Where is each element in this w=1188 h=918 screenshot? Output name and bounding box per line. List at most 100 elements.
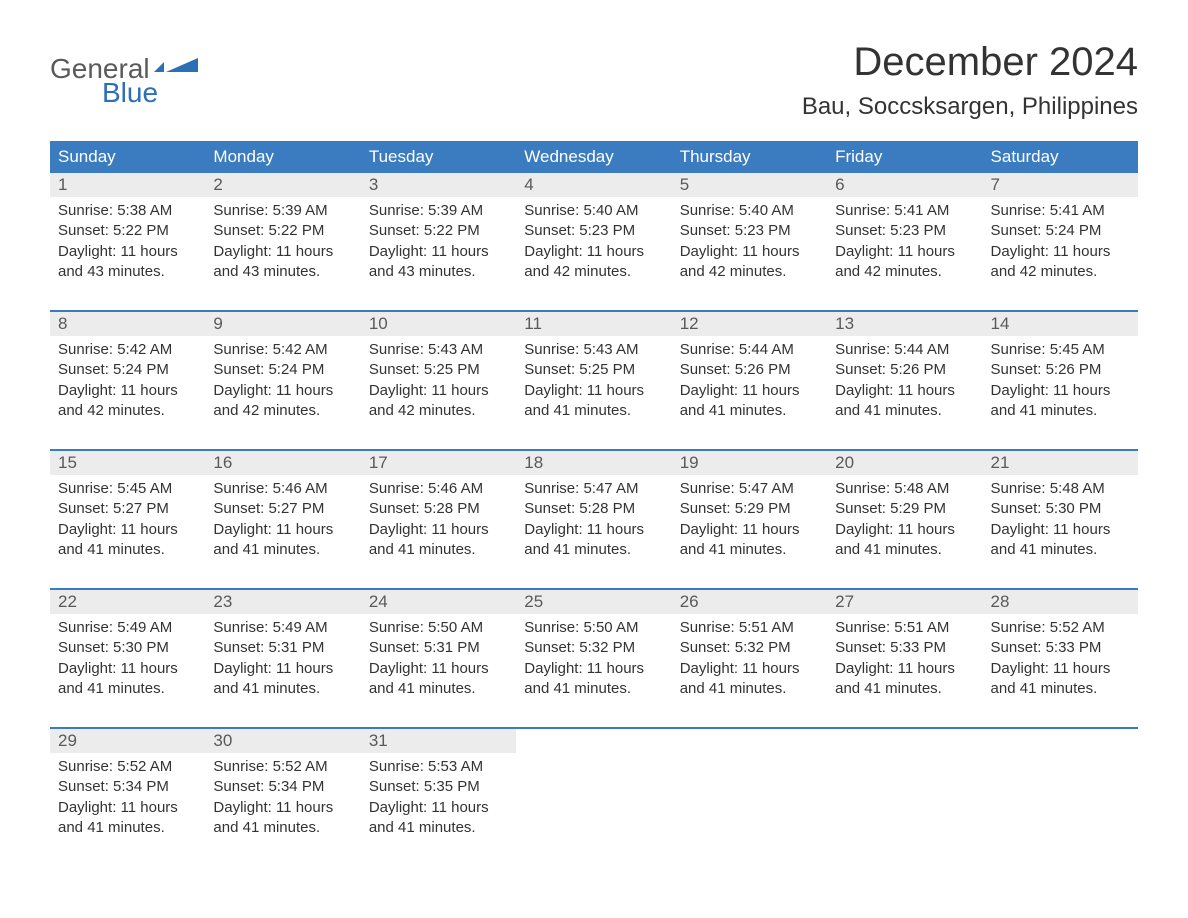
day-dl1: Daylight: 11 hours [369,381,508,401]
day-number-row: 891011121314 [50,311,1138,336]
day-content-cell: Sunrise: 5:46 AMSunset: 5:28 PMDaylight:… [361,475,516,589]
day-content-cell: Sunrise: 5:51 AMSunset: 5:33 PMDaylight:… [827,614,982,728]
day-sunrise: Sunrise: 5:40 AM [524,201,663,221]
day-sunset: Sunset: 5:31 PM [213,638,352,658]
day-sunset: Sunset: 5:22 PM [58,221,197,241]
day-content-cell: Sunrise: 5:42 AMSunset: 5:24 PMDaylight:… [50,336,205,450]
day-number-cell: 26 [672,589,827,614]
day-number-cell [672,728,827,753]
day-dl2: and 41 minutes. [835,401,974,421]
day-dl2: and 42 minutes. [58,401,197,421]
day-sunset: Sunset: 5:27 PM [213,499,352,519]
day-content-row: Sunrise: 5:49 AMSunset: 5:30 PMDaylight:… [50,614,1138,728]
day-sunrise: Sunrise: 5:40 AM [680,201,819,221]
day-content-cell [827,753,982,866]
day-sunset: Sunset: 5:25 PM [524,360,663,380]
day-dl2: and 42 minutes. [835,262,974,282]
day-dl2: and 41 minutes. [58,540,197,560]
day-dl1: Daylight: 11 hours [835,659,974,679]
day-sunset: Sunset: 5:29 PM [835,499,974,519]
logo: General Blue [50,55,198,107]
day-content-cell: Sunrise: 5:41 AMSunset: 5:23 PMDaylight:… [827,197,982,311]
day-dl2: and 41 minutes. [213,818,352,838]
day-dl1: Daylight: 11 hours [524,242,663,262]
day-dl1: Daylight: 11 hours [58,381,197,401]
day-dl2: and 41 minutes. [524,679,663,699]
day-number-cell: 11 [516,311,671,336]
day-sunset: Sunset: 5:35 PM [369,777,508,797]
day-dl1: Daylight: 11 hours [213,659,352,679]
day-content-cell: Sunrise: 5:49 AMSunset: 5:31 PMDaylight:… [205,614,360,728]
day-header-row: Sunday Monday Tuesday Wednesday Thursday… [50,141,1138,173]
day-number-cell: 17 [361,450,516,475]
logo-text-blue: Blue [102,79,198,107]
day-number: 5 [680,175,689,194]
day-content-cell: Sunrise: 5:43 AMSunset: 5:25 PMDaylight:… [361,336,516,450]
day-content-cell: Sunrise: 5:49 AMSunset: 5:30 PMDaylight:… [50,614,205,728]
day-content-row: Sunrise: 5:38 AMSunset: 5:22 PMDaylight:… [50,197,1138,311]
calendar-table: Sunday Monday Tuesday Wednesday Thursday… [50,141,1138,866]
day-dl1: Daylight: 11 hours [991,242,1130,262]
day-number-row: 293031 [50,728,1138,753]
day-dl2: and 41 minutes. [213,540,352,560]
day-dl2: and 41 minutes. [991,401,1130,421]
day-content-cell [516,753,671,866]
day-content-cell: Sunrise: 5:45 AMSunset: 5:26 PMDaylight:… [983,336,1138,450]
day-number: 11 [524,314,542,333]
day-sunset: Sunset: 5:25 PM [369,360,508,380]
day-content-cell: Sunrise: 5:52 AMSunset: 5:34 PMDaylight:… [205,753,360,866]
day-dl1: Daylight: 11 hours [991,381,1130,401]
day-dl2: and 42 minutes. [524,262,663,282]
day-number: 15 [58,453,77,472]
day-dl1: Daylight: 11 hours [524,659,663,679]
day-number-row: 1234567 [50,173,1138,197]
day-content-cell: Sunrise: 5:41 AMSunset: 5:24 PMDaylight:… [983,197,1138,311]
day-dl1: Daylight: 11 hours [835,381,974,401]
day-header: Wednesday [516,141,671,173]
day-content-cell: Sunrise: 5:46 AMSunset: 5:27 PMDaylight:… [205,475,360,589]
day-number-cell: 27 [827,589,982,614]
day-number: 2 [213,175,222,194]
day-number-cell: 22 [50,589,205,614]
day-number-cell: 14 [983,311,1138,336]
day-number-cell: 4 [516,173,671,197]
day-content-cell: Sunrise: 5:42 AMSunset: 5:24 PMDaylight:… [205,336,360,450]
day-number: 30 [213,731,232,750]
day-dl1: Daylight: 11 hours [680,381,819,401]
day-dl2: and 41 minutes. [58,679,197,699]
day-number: 14 [991,314,1010,333]
day-content-row: Sunrise: 5:52 AMSunset: 5:34 PMDaylight:… [50,753,1138,866]
day-number: 10 [369,314,388,333]
day-number-cell: 16 [205,450,360,475]
day-dl2: and 43 minutes. [58,262,197,282]
day-header: Monday [205,141,360,173]
day-sunrise: Sunrise: 5:41 AM [991,201,1130,221]
day-number: 9 [213,314,222,333]
day-sunset: Sunset: 5:33 PM [835,638,974,658]
day-sunset: Sunset: 5:26 PM [991,360,1130,380]
day-sunset: Sunset: 5:26 PM [835,360,974,380]
day-number-cell: 25 [516,589,671,614]
day-sunset: Sunset: 5:34 PM [213,777,352,797]
day-number-cell: 23 [205,589,360,614]
day-number-cell: 7 [983,173,1138,197]
day-sunrise: Sunrise: 5:41 AM [835,201,974,221]
day-number-cell: 21 [983,450,1138,475]
day-number-cell: 13 [827,311,982,336]
day-sunrise: Sunrise: 5:45 AM [991,340,1130,360]
day-number-cell: 29 [50,728,205,753]
day-dl2: and 41 minutes. [680,401,819,421]
day-number-cell: 20 [827,450,982,475]
day-sunset: Sunset: 5:23 PM [680,221,819,241]
day-content-cell: Sunrise: 5:52 AMSunset: 5:34 PMDaylight:… [50,753,205,866]
day-number-cell: 2 [205,173,360,197]
day-sunset: Sunset: 5:28 PM [524,499,663,519]
day-content-cell: Sunrise: 5:44 AMSunset: 5:26 PMDaylight:… [672,336,827,450]
day-number-cell [983,728,1138,753]
day-sunrise: Sunrise: 5:52 AM [991,618,1130,638]
day-number: 17 [369,453,388,472]
day-dl1: Daylight: 11 hours [58,659,197,679]
day-number-row: 15161718192021 [50,450,1138,475]
day-sunrise: Sunrise: 5:45 AM [58,479,197,499]
day-dl1: Daylight: 11 hours [213,520,352,540]
